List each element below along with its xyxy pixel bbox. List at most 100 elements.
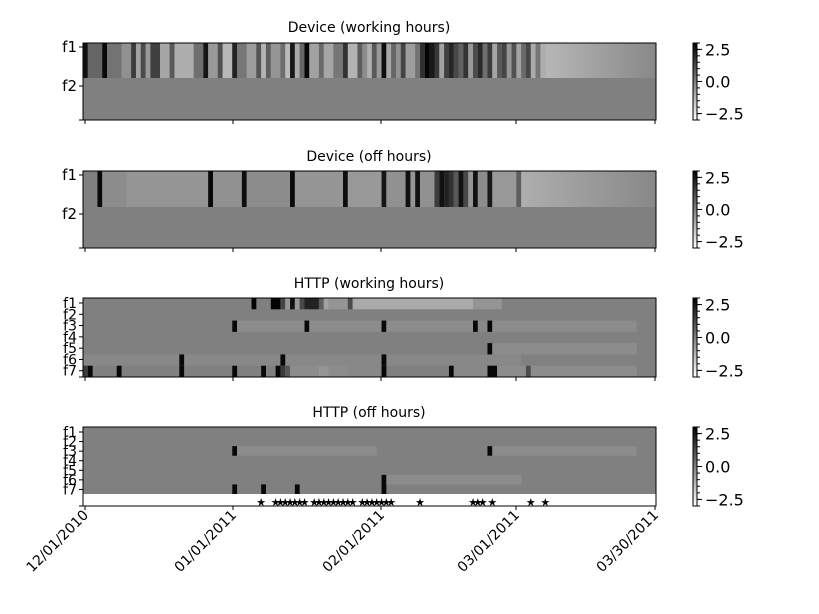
heatmap-cell xyxy=(439,171,445,207)
heatmap-cell xyxy=(347,171,382,207)
heatmap-cell xyxy=(179,354,185,366)
heatmap-cell xyxy=(97,171,103,207)
heatmap-cell xyxy=(420,43,425,78)
event-star: ★ xyxy=(478,496,488,509)
event-star: ★ xyxy=(362,496,372,509)
heatmap-cell xyxy=(131,43,136,78)
heatmap-cell xyxy=(160,43,170,78)
heatmap-cell xyxy=(376,43,382,78)
heatmap-cell xyxy=(309,43,319,78)
heatmap-cell xyxy=(415,43,421,78)
heatmap-cell xyxy=(429,43,435,78)
heatmap-cell xyxy=(241,171,247,207)
heatmap-cell xyxy=(492,320,637,332)
heatmap-cell xyxy=(270,43,281,78)
heatmap-cell xyxy=(501,43,507,78)
heatmap-cell xyxy=(135,43,141,78)
heatmap-cell xyxy=(530,365,637,377)
heatmap-cell xyxy=(294,43,300,78)
event-star: ★ xyxy=(540,496,550,509)
heatmap-cell xyxy=(521,43,526,78)
y-tick-label: f3 xyxy=(63,444,77,460)
y-tick-label: f2 xyxy=(62,205,77,223)
heatmap-cell xyxy=(285,298,291,310)
heatmap-cell xyxy=(347,298,353,310)
heatmap-cell xyxy=(477,320,488,332)
heatmap-cell xyxy=(405,43,416,78)
y-tick-label: f6 xyxy=(63,473,77,489)
heatmap-cell xyxy=(482,43,488,78)
heatmap-cell xyxy=(468,43,474,78)
colorbar-tick-label: 2.5 xyxy=(705,168,730,187)
heatmap-cell xyxy=(318,365,329,377)
colorbar-tick-label: 2.5 xyxy=(705,425,730,444)
heatmap-cell xyxy=(381,474,387,485)
heatmap-cell xyxy=(367,43,372,78)
heatmap-cell xyxy=(174,43,194,78)
y-tick-label: f7 xyxy=(63,482,77,498)
heatmap-cell xyxy=(487,43,493,78)
heatmap-cell xyxy=(246,43,257,78)
heatmap-cell xyxy=(309,320,382,332)
event-star: ★ xyxy=(377,496,387,509)
heatmap-cell xyxy=(290,298,295,310)
heatmap-cell xyxy=(343,43,348,78)
axes-frame xyxy=(82,170,657,249)
event-star: ★ xyxy=(275,496,285,509)
heatmap-cell xyxy=(463,171,469,207)
heatmap-cell xyxy=(448,365,454,377)
heatmap-cell xyxy=(453,43,459,78)
heatmap-cell xyxy=(318,43,324,78)
heatmap-cell xyxy=(237,320,305,332)
heatmap-cell xyxy=(516,43,522,78)
heatmap-cell xyxy=(265,43,271,78)
heatmap-cell xyxy=(290,43,295,78)
event-star: ★ xyxy=(468,496,478,509)
heatmap-cell xyxy=(473,320,478,332)
x-tick-label: 03/30/2011 xyxy=(594,507,662,575)
heatmap-cell xyxy=(237,43,247,78)
heatmap-cell xyxy=(516,171,522,207)
heatmap-cell xyxy=(381,43,387,78)
heatmap-cell xyxy=(420,171,435,207)
heatmap-cell xyxy=(487,171,493,207)
heatmap-cell xyxy=(232,320,238,332)
event-star: ★ xyxy=(343,496,353,509)
heatmap-cell xyxy=(386,171,406,207)
event-star: ★ xyxy=(473,496,483,509)
event-star: ★ xyxy=(415,496,425,509)
event-star: ★ xyxy=(271,496,281,509)
heatmap-cell xyxy=(347,365,382,377)
event-star: ★ xyxy=(487,496,497,509)
event-star: ★ xyxy=(328,496,338,509)
heatmap-background xyxy=(83,427,656,494)
heatmap-cell xyxy=(304,298,319,310)
heatmap-cell xyxy=(473,171,478,207)
x-axis-date-ticks: 12/01/2010 01/01/2011 02/01/2011 03/01/2011… xyxy=(24,507,662,575)
heatmap-cell xyxy=(328,365,348,377)
heatmap-cell xyxy=(83,43,88,78)
heatmap-cell xyxy=(511,43,517,78)
heatmap-cell xyxy=(381,354,387,366)
colorbar xyxy=(692,42,698,121)
x-tick-label: 02/01/2011 xyxy=(320,507,388,575)
y-tick-label: f1 xyxy=(63,296,77,312)
heatmap-cell xyxy=(352,298,474,310)
heatmap-cell xyxy=(304,43,310,78)
heatmap-cell xyxy=(285,43,291,78)
heatmap-cell xyxy=(232,365,238,377)
y-tick-label: f1 xyxy=(62,38,77,56)
heatmap-cell xyxy=(487,365,498,377)
heatmap-cell xyxy=(318,298,324,310)
heatmap-cell xyxy=(299,43,305,78)
colorbar-tick-label: 0.0 xyxy=(705,329,730,348)
x-tick-label: 01/01/2011 xyxy=(172,507,240,575)
panel-device-off: Device (off hours) f1 f2 2.5 0.0 −2.5 xyxy=(62,149,744,252)
event-star: ★ xyxy=(295,496,305,509)
panel-device-working: Device (working hours) f1 f2 2.5 0.0 −2.5 xyxy=(62,20,744,124)
heatmap-cell xyxy=(444,171,449,207)
y-tick-label: f1 xyxy=(62,166,77,184)
colorbar-tick-label: 2.5 xyxy=(705,296,730,315)
heatmap-cell xyxy=(381,320,387,332)
